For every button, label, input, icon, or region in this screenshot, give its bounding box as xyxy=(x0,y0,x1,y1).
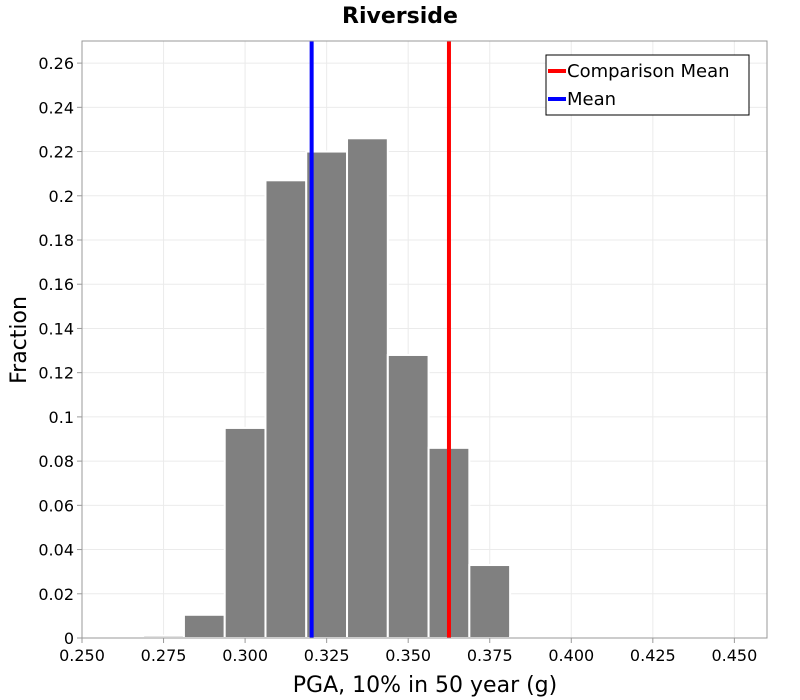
y-tick-label: 0.2 xyxy=(49,187,74,206)
histogram-bar xyxy=(223,426,267,640)
legend-label-comparison-mean: Comparison Mean xyxy=(567,61,730,82)
x-tick-label: 0.250 xyxy=(59,646,105,665)
y-tick-label: 0.22 xyxy=(38,143,74,162)
histogram-bar xyxy=(386,353,430,639)
chart-title: Riverside xyxy=(342,4,458,29)
legend-box xyxy=(545,54,750,116)
x-tick-label: 0.275 xyxy=(141,646,187,665)
vertical-lines xyxy=(309,41,451,638)
x-tick-label: 0.425 xyxy=(630,646,676,665)
x-tick-label: 0.325 xyxy=(304,646,350,665)
x-tick-label: 0.450 xyxy=(711,646,757,665)
y-tick-label: 0.08 xyxy=(38,452,74,471)
y-tick-label: 0.1 xyxy=(49,408,74,427)
x-tick-label: 0.400 xyxy=(548,646,594,665)
y-tick-label: 0.24 xyxy=(38,98,74,117)
y-tick-label: 0.06 xyxy=(38,496,74,515)
legend-label-mean: Mean xyxy=(567,89,616,110)
plot-area-frame xyxy=(81,40,768,639)
y-tick-label: 0.04 xyxy=(38,541,74,560)
histogram-bar xyxy=(346,137,389,640)
y-tick-label: 0.16 xyxy=(38,275,74,294)
y-axis-ticks: 0 0.02 0.04 0.06 0.08 0.1 0.12 0.14 0.16 0.18 0.2 0… xyxy=(38,54,82,648)
x-tick-label: 0.375 xyxy=(467,646,513,665)
y-tick-label: 0 xyxy=(64,629,74,648)
x-axis-ticks: 0.250 0.275 0.300 0.325 0.350 0.375 0.400 0.425… xyxy=(59,638,757,665)
y-tick-label: 0.26 xyxy=(38,54,74,73)
x-tick-label: 0.350 xyxy=(385,646,431,665)
legend: Comparison Mean Mean xyxy=(545,54,750,116)
y-tick-label: 0.12 xyxy=(38,364,74,383)
x-tick-label: 0.300 xyxy=(222,646,268,665)
y-axis-title: Fraction xyxy=(7,296,32,384)
y-tick-label: 0.02 xyxy=(38,585,74,604)
histogram-bar xyxy=(182,613,226,639)
y-tick-label: 0.14 xyxy=(38,319,74,338)
y-tick-label: 0.18 xyxy=(38,231,74,250)
histogram-bar xyxy=(468,564,512,639)
x-axis-title: PGA, 10% in 50 year (g) xyxy=(293,673,557,698)
histogram-bar xyxy=(264,179,308,640)
